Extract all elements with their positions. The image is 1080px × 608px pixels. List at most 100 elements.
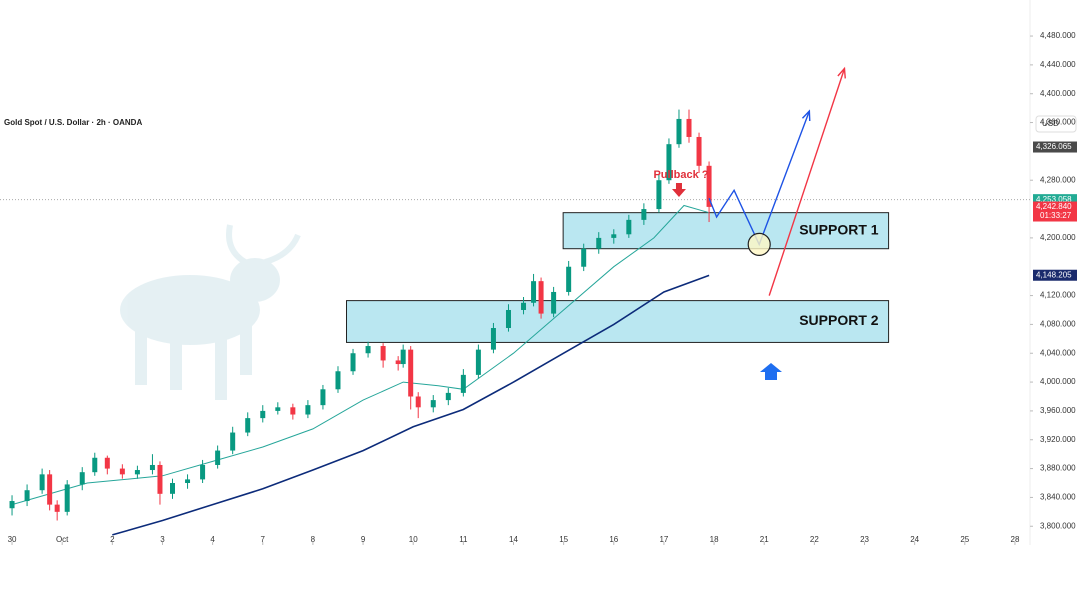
candle-body [380, 346, 386, 361]
x-tick-label: 17 [659, 535, 668, 544]
y-tick-label: 3,960.000 [1040, 406, 1076, 415]
indicator-line [112, 274, 710, 536]
candle-body [395, 360, 401, 365]
candle-body [676, 118, 682, 145]
candle-body [119, 468, 125, 475]
candle-body [230, 432, 236, 451]
y-tick-label: 4,200.000 [1040, 233, 1076, 242]
candle-body [335, 371, 341, 390]
price-label-box [1033, 269, 1077, 281]
candle-body [134, 470, 140, 475]
x-tick-label: 28 [1011, 535, 1020, 544]
candle-body [408, 349, 414, 397]
candle-body [185, 479, 191, 484]
candle-body [39, 474, 45, 491]
candle-body [566, 266, 572, 292]
candle-body [538, 281, 544, 314]
up-arrow [760, 363, 782, 380]
x-tick-label: 8 [311, 535, 316, 544]
arrow-head [837, 66, 846, 79]
zone-label: SUPPORT 2 [799, 312, 879, 328]
projection-line [768, 68, 846, 296]
x-tick-label: 11 [459, 535, 468, 544]
x-tick-label: 9 [361, 535, 366, 544]
candle-body [215, 450, 221, 465]
y-tick-label: 4,440.000 [1040, 60, 1076, 69]
candle-body [430, 400, 436, 408]
candle-body [445, 392, 451, 401]
x-tick-label: 18 [710, 535, 719, 544]
x-tick-label: 10 [409, 535, 418, 544]
x-tick-label: 15 [559, 535, 568, 544]
projection-line [708, 110, 811, 247]
candle-body [696, 136, 702, 166]
x-tick-label: 7 [261, 535, 266, 544]
candle-body [170, 483, 176, 494]
price-label: 4,253.058 [1036, 195, 1072, 204]
x-tick-label: 3 [160, 535, 165, 544]
annotation: Pullback ? [653, 169, 708, 181]
candle-body [656, 180, 662, 210]
x-tick-label: 22 [810, 535, 819, 544]
candle-body [54, 504, 60, 512]
candle-body [290, 407, 296, 415]
candle-body [275, 407, 281, 411]
candle-body [626, 219, 632, 235]
y-tick-label: 4,360.000 [1040, 118, 1076, 127]
candle-body [9, 501, 15, 509]
candle-body [320, 389, 326, 406]
candle-body [641, 209, 647, 220]
support-zone [562, 212, 890, 250]
candle-body [490, 328, 496, 350]
down-arrow [671, 183, 686, 197]
x-tick-label: 16 [609, 535, 618, 544]
candle-body [415, 396, 421, 408]
candle-body [149, 464, 155, 471]
candle-body [596, 237, 602, 249]
bull-watermark [120, 224, 301, 400]
price-label-box [1033, 141, 1077, 153]
y-tick-label: 3,880.000 [1040, 464, 1076, 473]
candle-body [521, 302, 527, 310]
candle-body [157, 464, 163, 494]
candle-body [24, 490, 30, 502]
candle-body [92, 457, 98, 473]
currency: USD [1042, 119, 1059, 128]
candle-body [350, 353, 356, 372]
candle-body [79, 472, 85, 485]
candle-body [245, 418, 251, 433]
candle-body [200, 464, 206, 480]
candle-body [305, 405, 311, 415]
price-label: 4,326.065 [1036, 142, 1072, 151]
x-tick-label: 21 [760, 535, 769, 544]
y-tick-label: 3,920.000 [1040, 435, 1076, 444]
x-tick-label: Oct [56, 535, 69, 544]
candle-body [365, 346, 371, 354]
currency-box [1035, 115, 1077, 133]
candle-body [64, 484, 70, 512]
candle-body [47, 474, 53, 505]
indicator-line [11, 204, 710, 506]
y-tick-label: 4,400.000 [1040, 89, 1076, 98]
y-tick-label: 4,280.000 [1040, 175, 1076, 184]
candle-body [551, 291, 557, 314]
x-tick-label: 30 [8, 535, 17, 544]
price-label-box [1033, 201, 1077, 222]
candle-body [260, 410, 266, 419]
y-tick-label: 4,120.000 [1040, 291, 1076, 300]
y-tick-label: 4,000.000 [1040, 377, 1076, 386]
candle-body [611, 234, 617, 238]
x-tick-label: 2 [110, 535, 115, 544]
candle-body [531, 281, 537, 303]
x-tick-label: 25 [960, 535, 969, 544]
arrow-head [801, 109, 811, 122]
y-tick-label: 4,080.000 [1040, 320, 1076, 329]
candle-body [104, 457, 110, 469]
candle-body [706, 165, 712, 207]
candle-body [505, 309, 511, 329]
x-tick-label: 14 [509, 535, 518, 544]
candle-body [581, 248, 587, 267]
y-tick-label: 4,040.000 [1040, 348, 1076, 357]
y-tick-label: 3,800.000 [1040, 521, 1076, 530]
